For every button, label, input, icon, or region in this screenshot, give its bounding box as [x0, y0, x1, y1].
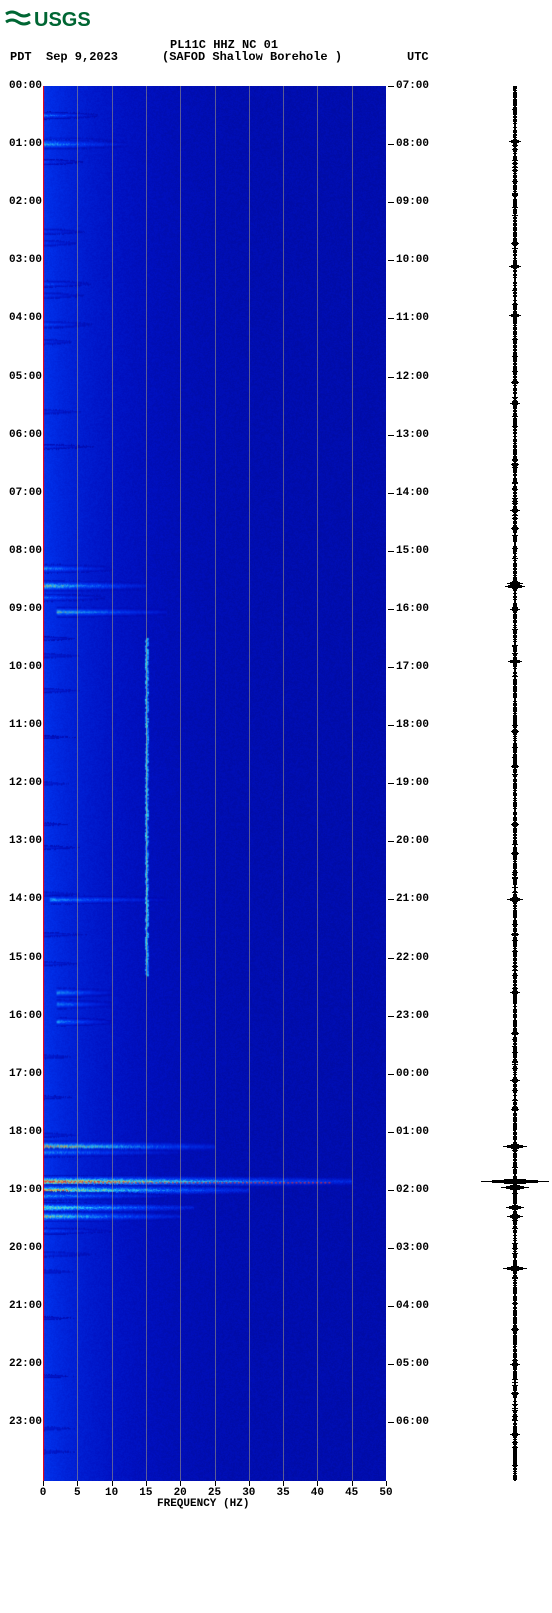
freq-tick: 15: [139, 1487, 152, 1499]
date-label: Sep 9,2023: [46, 50, 118, 64]
utc-tick: 03:00: [396, 1242, 429, 1254]
utc-tick: 08:00: [396, 138, 429, 150]
utc-tick: 17:00: [396, 661, 429, 673]
utc-tick: 06:00: [396, 1416, 429, 1428]
pdt-tick: 13:00: [9, 835, 42, 847]
pdt-tick: 18:00: [9, 1126, 42, 1138]
utc-tick: 11:00: [396, 312, 429, 324]
utc-tick: 19:00: [396, 777, 429, 789]
freq-tick: 35: [276, 1487, 289, 1499]
utc-tick: 20:00: [396, 835, 429, 847]
freq-tick: 10: [105, 1487, 118, 1499]
tz-right-label: UTC: [407, 50, 429, 64]
pdt-tick: 07:00: [9, 487, 42, 499]
logo-text: USGS: [34, 9, 91, 31]
utc-tick: 04:00: [396, 1300, 429, 1312]
utc-tick: 13:00: [396, 429, 429, 441]
utc-tick: 05:00: [396, 1358, 429, 1370]
freq-tick: 5: [74, 1487, 81, 1499]
pdt-tick: 16:00: [9, 1010, 42, 1022]
pdt-axis: 00:0001:0002:0003:0004:0005:0006:0007:00…: [4, 86, 42, 1481]
freq-tick: 50: [379, 1487, 392, 1499]
site-label: (SAFOD Shallow Borehole ): [162, 50, 342, 64]
pdt-tick: 00:00: [9, 80, 42, 92]
pdt-tick: 08:00: [9, 545, 42, 557]
freq-tick: 0: [40, 1487, 47, 1499]
x-axis-label: FREQUENCY (HZ): [157, 1498, 249, 1510]
utc-tick: 12:00: [396, 371, 429, 383]
utc-tick: 18:00: [396, 719, 429, 731]
freq-tick: 45: [345, 1487, 358, 1499]
pdt-tick: 01:00: [9, 138, 42, 150]
utc-tick: 15:00: [396, 545, 429, 557]
spectrogram-plot: [43, 86, 386, 1481]
utc-tick: 10:00: [396, 254, 429, 266]
utc-tick: 23:00: [396, 1010, 429, 1022]
pdt-tick: 10:00: [9, 661, 42, 673]
pdt-tick: 17:00: [9, 1068, 42, 1080]
pdt-tick: 05:00: [9, 371, 42, 383]
pdt-tick: 02:00: [9, 196, 42, 208]
pdt-tick: 09:00: [9, 603, 42, 615]
pdt-tick: 15:00: [9, 952, 42, 964]
pdt-tick: 19:00: [9, 1184, 42, 1196]
utc-tick: 00:00: [396, 1068, 429, 1080]
waveform-trace: [480, 86, 550, 1481]
utc-tick: 01:00: [396, 1126, 429, 1138]
pdt-tick: 20:00: [9, 1242, 42, 1254]
pdt-tick: 14:00: [9, 893, 42, 905]
pdt-tick: 21:00: [9, 1300, 42, 1312]
pdt-tick: 06:00: [9, 429, 42, 441]
pdt-tick: 23:00: [9, 1416, 42, 1428]
pdt-tick: 11:00: [9, 719, 42, 731]
usgs-logo: USGS: [0, 0, 552, 39]
pdt-tick: 22:00: [9, 1358, 42, 1370]
freq-tick: 40: [311, 1487, 324, 1499]
utc-tick: 22:00: [396, 952, 429, 964]
utc-axis: 07:0008:0009:0010:0011:0012:0013:0014:00…: [388, 86, 438, 1481]
pdt-tick: 03:00: [9, 254, 42, 266]
tz-left-label: PDT: [10, 50, 32, 64]
utc-tick: 09:00: [396, 196, 429, 208]
utc-tick: 16:00: [396, 603, 429, 615]
pdt-tick: 12:00: [9, 777, 42, 789]
utc-tick: 02:00: [396, 1184, 429, 1196]
utc-tick: 07:00: [396, 80, 429, 92]
utc-tick: 21:00: [396, 893, 429, 905]
utc-tick: 14:00: [396, 487, 429, 499]
pdt-tick: 04:00: [9, 312, 42, 324]
